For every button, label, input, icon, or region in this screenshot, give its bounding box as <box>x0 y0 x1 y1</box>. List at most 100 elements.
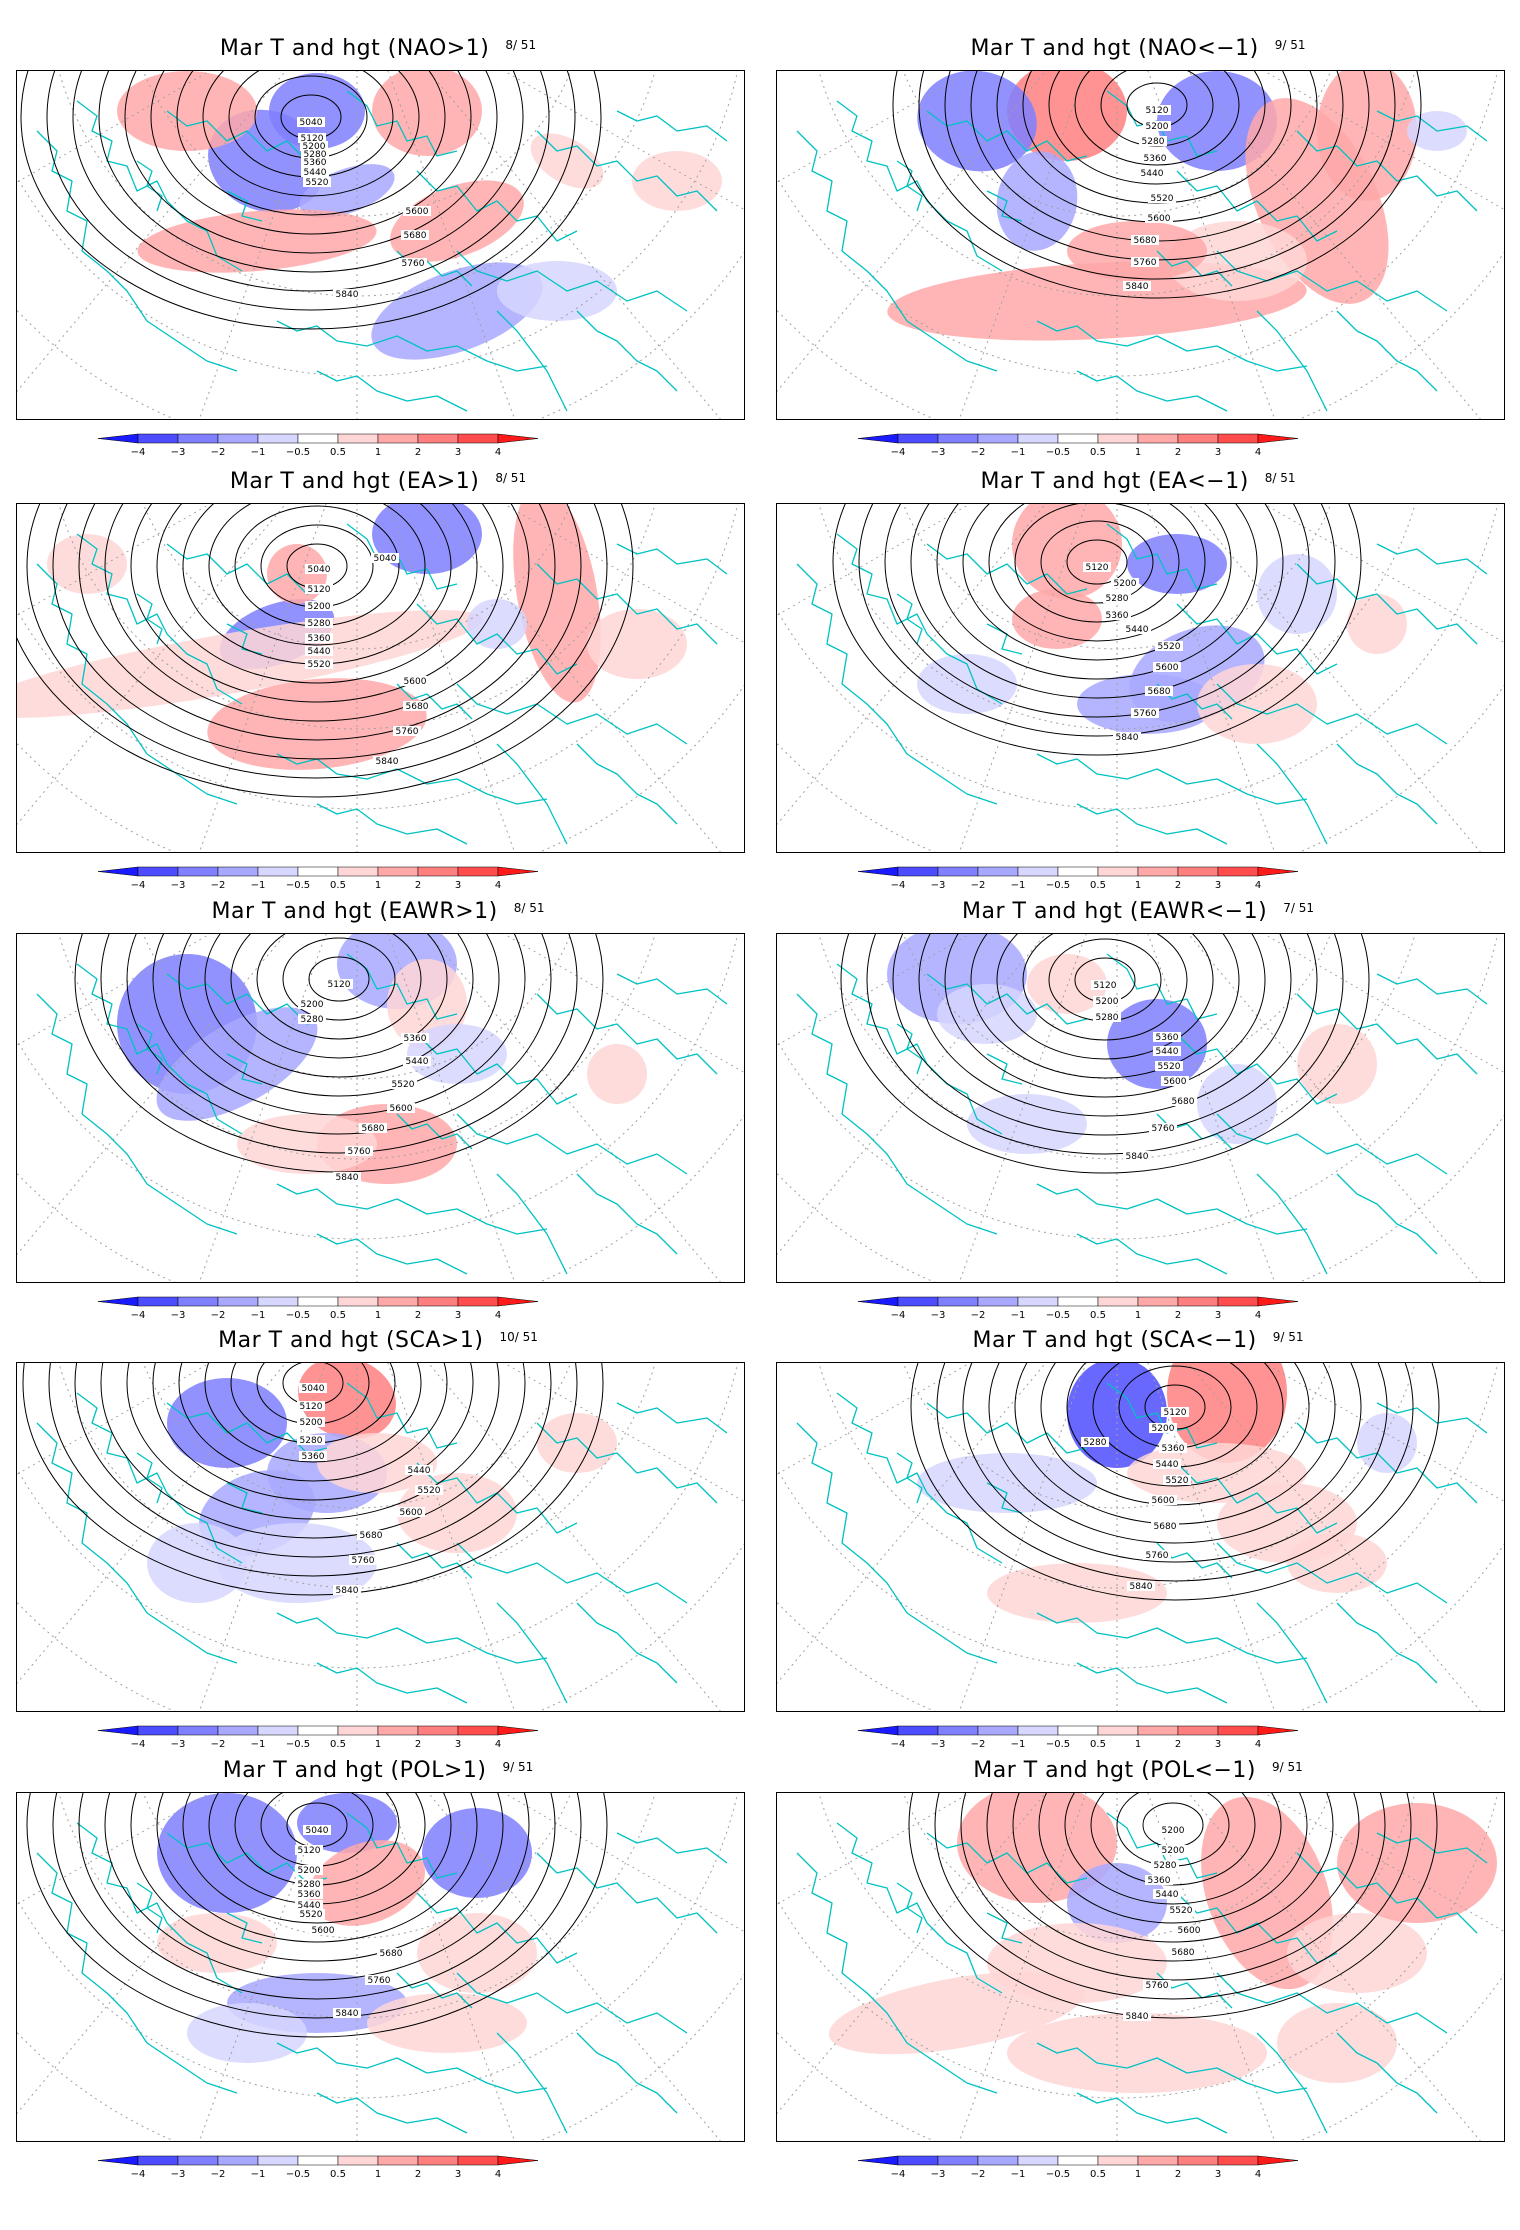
colorbar-label: 3 <box>1215 447 1221 458</box>
colorbar-swatch <box>297 2155 339 2166</box>
contour-label-bg <box>1091 980 1119 990</box>
colorbar-swatch <box>1177 433 1219 444</box>
contour-label: 5600 <box>400 1508 423 1518</box>
contour-label: 5760 <box>1152 1124 1175 1134</box>
panel-title-text: Mar T and hgt (EA>1) <box>229 469 480 494</box>
contour-line <box>100 1363 526 1539</box>
map-frame: 5200 5200 5280 5360 5440 5520 5600 5680 5760 5840 <box>776 1792 1505 2142</box>
contour-label: 5200 <box>1114 579 1137 589</box>
contour-label: 5680 <box>404 231 427 241</box>
coastline-5 <box>1216 250 1448 312</box>
colorbar-swatch <box>1017 433 1059 444</box>
contour-label-bg <box>1111 578 1139 588</box>
meridian <box>777 504 971 616</box>
contour-label-bg <box>1153 662 1181 672</box>
temperature-anomalies <box>147 1363 617 1603</box>
coastline-8 <box>1296 1422 1478 1504</box>
colorbar-swatch <box>257 866 299 877</box>
coastline-9 <box>1336 310 1438 392</box>
coastline-14 <box>1256 743 1328 845</box>
colorbar-swatch <box>1217 1725 1259 1736</box>
contour-label-bg <box>299 1383 327 1393</box>
contour-label: 5840 <box>1116 733 1139 743</box>
colorbar-label: 3 <box>455 1739 461 1750</box>
coastline-8 <box>536 130 718 212</box>
coastlines <box>36 523 728 845</box>
contour-label-bg <box>295 1879 323 1889</box>
colorbar-label: −4 <box>131 1310 146 1321</box>
colorbar-extend-low <box>97 1296 139 1307</box>
meridian <box>17 504 287 825</box>
anomaly-region <box>497 261 617 321</box>
map-canvas: 5120 5200 5280 5360 5440 5520 5600 5680 5760 5840 <box>777 1363 1504 1711</box>
meridian <box>17 504 211 616</box>
contour-label-bg <box>1163 1475 1191 1485</box>
contour-line <box>892 934 1318 1136</box>
coastline-9 <box>576 310 678 392</box>
coastline-8 <box>536 1422 718 1504</box>
colorbar-label: −2 <box>971 880 986 891</box>
meridian <box>427 504 721 852</box>
contour-label-bg <box>403 1056 431 1066</box>
anomaly-region <box>207 678 427 770</box>
contour-label: 5200 <box>1096 997 1119 1007</box>
contour-label: 5520 <box>1151 194 1174 204</box>
coastline-13 <box>1376 973 1488 1005</box>
meridian <box>17 934 211 1046</box>
anomaly-region <box>217 1523 377 1603</box>
coastline-4 <box>416 603 578 675</box>
panel-title-text: Mar T and hgt (SCA<−1) <box>972 1328 1257 1353</box>
contour-label: 5600 <box>404 677 427 687</box>
coastline-6 <box>1036 1183 1308 1235</box>
colorbar-label: 2 <box>1175 447 1181 458</box>
colorbar-label: −4 <box>891 2169 906 2180</box>
contour-label-bg <box>333 289 361 299</box>
colorbar-label: −4 <box>131 2169 146 2180</box>
contour-line <box>156 1793 478 1943</box>
meridian <box>17 71 287 392</box>
contour-label-bg <box>403 206 431 216</box>
colorbar-extend-high <box>1257 1296 1299 1307</box>
panel-title-text: Mar T and hgt (SCA>1) <box>218 1328 484 1353</box>
coastline-0 <box>796 563 998 805</box>
colorbar-swatch <box>1017 866 1059 877</box>
contour-label: 5280 <box>1096 1013 1119 1023</box>
meridian <box>198 1793 327 2141</box>
contour-line <box>104 1793 530 1981</box>
contour-label-bg <box>1149 1123 1177 1133</box>
colorbar-swatch <box>297 866 339 877</box>
colorbar-swatch <box>417 1725 459 1736</box>
contour-line <box>832 504 1362 756</box>
coastline-14 <box>1256 1602 1328 1704</box>
colorbar-swatch <box>177 866 219 877</box>
panel-count: 8/ 51 <box>505 38 537 52</box>
colorbar-label: 1 <box>375 1310 381 1321</box>
colorbar-label: 2 <box>1175 880 1181 891</box>
coastline-11 <box>136 1452 163 1504</box>
coastline-11 <box>896 160 923 212</box>
contour-label: 5200 <box>300 1418 323 1428</box>
contour-label-bg <box>1148 193 1176 203</box>
coastline-13 <box>616 110 728 142</box>
contour-label-bg <box>298 133 326 143</box>
colorbar-swatch <box>417 433 459 444</box>
contour-label-bg <box>387 1103 415 1113</box>
temperature-anomalies <box>887 71 1467 341</box>
contour-line <box>74 1363 552 1558</box>
colorbar-swatch <box>1137 433 1179 444</box>
colorbar-label: 2 <box>1175 1739 1181 1750</box>
contour-label-bg <box>297 117 325 127</box>
map-canvas: 5040 5040 5120 5200 5280 5360 5440 5520 5600 5680… <box>17 504 744 852</box>
colorbar-extend-high <box>497 433 539 444</box>
colorbar-swatch <box>177 1725 219 1736</box>
contour-label-bg <box>401 676 429 686</box>
contour-label-bg <box>357 1530 385 1540</box>
meridian <box>198 934 327 1282</box>
coastline-12 <box>226 1482 263 1514</box>
contour-label: 5200 <box>1162 1826 1185 1836</box>
contour-label-bg <box>349 1555 377 1565</box>
colorbar-swatch <box>257 433 299 444</box>
coastline-0 <box>36 130 238 372</box>
contour-label-bg <box>1169 1947 1197 1957</box>
